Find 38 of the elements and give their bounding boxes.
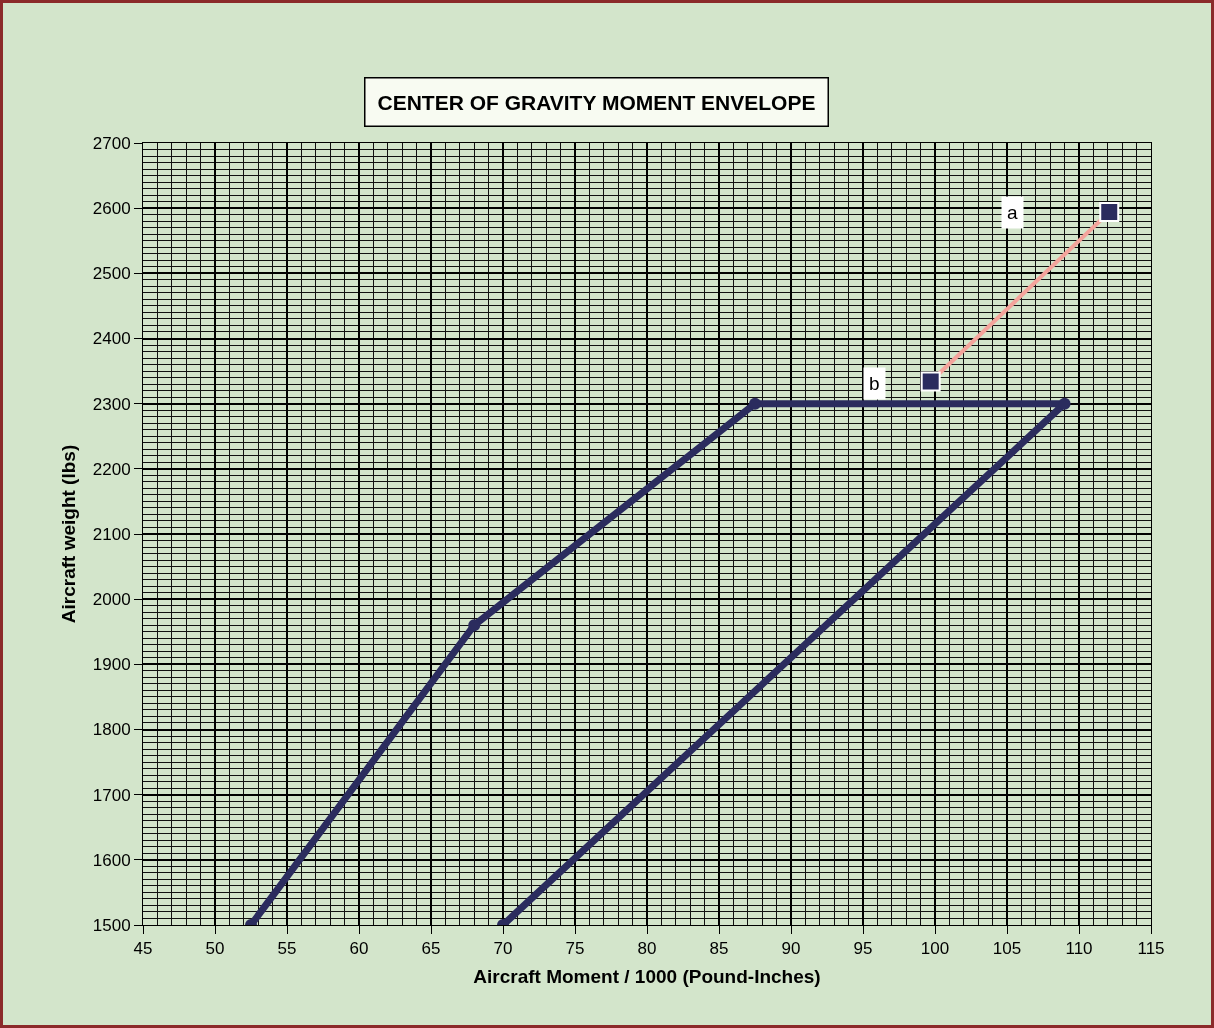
chart-title: CENTER OF GRAVITY MOMENT ENVELOPE (377, 90, 816, 114)
y-tick-label: 2100 (92, 524, 131, 544)
point (920, 371, 941, 392)
y-tick-label: 2600 (92, 199, 131, 219)
y-tick-label: 1700 (92, 785, 131, 805)
annotation: b (869, 373, 880, 394)
y-tick-label: 1900 (92, 655, 131, 675)
y-tick-label: 2200 (92, 459, 131, 479)
x-tick-label: 45 (133, 939, 153, 959)
x-tick-label: 80 (637, 939, 657, 959)
x-tick-label: 70 (493, 939, 513, 959)
x-tick-label: 90 (781, 939, 801, 959)
x-tick-label: 85 (709, 939, 729, 959)
point (749, 397, 761, 410)
x-tick-label: 65 (421, 939, 441, 959)
x-tick-label: 50 (205, 939, 225, 959)
x-tick-label: 105 (992, 939, 1022, 959)
x-tick-label: 95 (853, 939, 873, 959)
y-axis-title: Aircraft weight (lbs) (57, 444, 79, 624)
point (1058, 397, 1071, 410)
y-tick-label: 1500 (92, 915, 131, 935)
y-tick-label: 1600 (92, 850, 131, 870)
annotation: a (1007, 202, 1018, 223)
x-tick-label: 60 (349, 939, 369, 959)
y-tick-label: 2000 (92, 590, 131, 610)
y-tick-label: 2300 (92, 394, 131, 414)
x-tick-label: 110 (1065, 939, 1093, 959)
y-tick-label: 2500 (92, 264, 131, 284)
point (468, 619, 481, 632)
x-tick-label: 75 (565, 939, 585, 959)
y-tick-label: 1800 (92, 720, 131, 740)
x-tick-label: 115 (1137, 939, 1165, 959)
y-tick-label: 2700 (92, 133, 131, 153)
point (1099, 202, 1120, 223)
y-tick-label: 2400 (92, 329, 131, 349)
x-tick-label: 100 (920, 939, 950, 959)
x-axis-title: Aircraft Moment / 1000 (Pound-Inches) (473, 966, 821, 988)
x-tick-label: 55 (277, 939, 297, 959)
